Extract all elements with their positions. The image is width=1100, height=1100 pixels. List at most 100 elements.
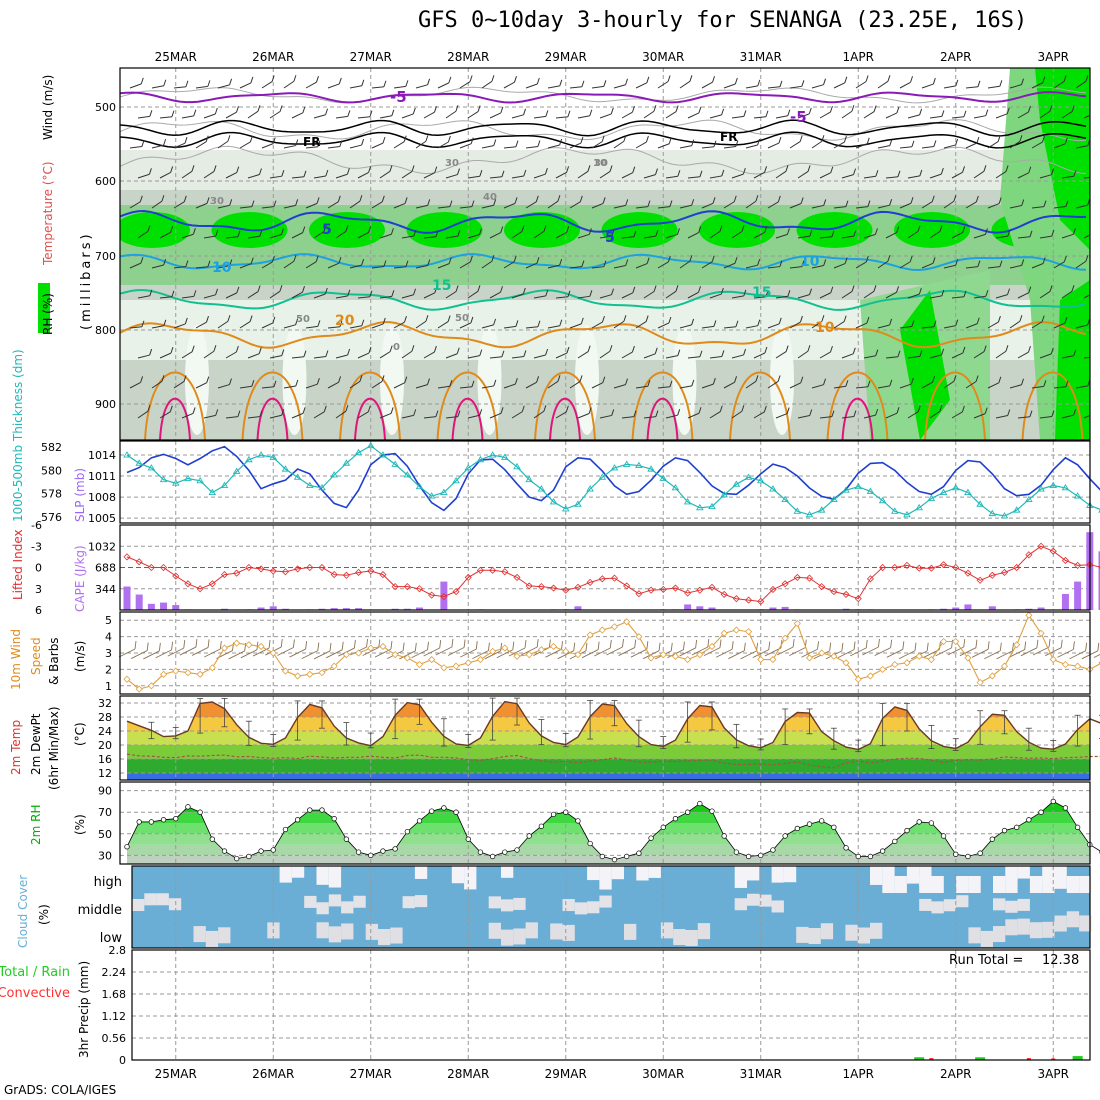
rh-blob [894, 212, 970, 248]
cloud-cell-low [660, 922, 674, 939]
wind-barb [855, 322, 868, 329]
wind10-barb [411, 649, 428, 659]
wind-barb-flag [229, 199, 233, 206]
rh2m-point [343, 836, 350, 842]
li-point [147, 563, 155, 572]
wind-barb-flag [734, 376, 738, 383]
wind-barb [723, 145, 736, 149]
li-point [367, 567, 375, 575]
wind-barb-flag [852, 347, 856, 354]
wind-barb-flag [889, 379, 893, 387]
wind-barb [841, 353, 854, 359]
wind-barb-flag [953, 195, 957, 202]
wind10-barb [801, 648, 818, 658]
wind-barb [657, 81, 669, 89]
cloud-cell-low [341, 923, 354, 940]
wind-barb-flag [171, 110, 175, 117]
wind-barb [635, 82, 648, 89]
wind-barb [327, 83, 340, 89]
wind-barb [349, 144, 362, 149]
wind-barb [907, 230, 919, 239]
wind-barb-flag [184, 137, 188, 144]
wind-barb [723, 326, 736, 329]
wind10-point [744, 628, 753, 636]
wind-barb [797, 294, 810, 299]
wind-barb [987, 85, 1000, 89]
wind-barb [687, 232, 699, 239]
wind-barb [1017, 292, 1029, 299]
wind-barb [907, 355, 920, 359]
wind10-barb-flag [451, 638, 454, 648]
wind-barb [445, 174, 458, 179]
wind-barb-flag [455, 105, 459, 112]
upper-wind-barbs [129, 75, 1090, 419]
wind10-point [635, 633, 643, 641]
rh2m-point [782, 833, 788, 839]
wind-barb-flag [609, 165, 613, 172]
wind-barb-flag [677, 409, 681, 416]
wind10-barb [325, 649, 343, 659]
rh2m-point [1074, 824, 1081, 830]
wind-barb [239, 82, 252, 89]
wind-barb [1017, 351, 1029, 359]
cape-bar [160, 602, 168, 610]
wind-barb-flag [1051, 168, 1055, 175]
wind-barb [643, 416, 656, 419]
li-point [793, 573, 801, 581]
wind-barb-flag [303, 170, 307, 177]
wind-barb-flag [447, 135, 451, 143]
li-point [208, 580, 216, 588]
wind10-barb [520, 646, 538, 656]
wind-barb [203, 170, 215, 179]
wind-barb [1061, 233, 1074, 239]
li-point [769, 585, 777, 594]
rh-contour [120, 119, 1087, 142]
rh2m-point [697, 800, 703, 807]
wind-barb-flag [491, 75, 495, 82]
wind-barb [181, 412, 194, 419]
thickness-point [488, 451, 497, 458]
wind-barb [261, 143, 274, 149]
wind-barb [665, 233, 678, 239]
precip-total-bar [975, 1057, 986, 1060]
rh2m-label: 2m RH [29, 805, 43, 846]
wind-barb-flag [544, 168, 548, 175]
wind-barb-flag [829, 105, 833, 113]
rh2m-point [599, 853, 605, 860]
wind10-barb-flag [378, 639, 381, 648]
thickness-point [781, 495, 789, 503]
wind-barb [533, 173, 546, 179]
wind-barb [569, 266, 582, 269]
wind-barb [921, 381, 933, 389]
li-point [464, 573, 472, 581]
contour-25 [729, 371, 791, 440]
li-point [330, 571, 338, 579]
wind-barb-flag [1042, 76, 1046, 83]
date-label-bottom: 28MAR [447, 1067, 489, 1081]
thickness-point [232, 467, 241, 474]
thickness-point [306, 481, 314, 488]
wind-barb [555, 171, 567, 179]
wind-barb [239, 206, 252, 209]
li-point [318, 563, 326, 572]
wind-barb [291, 112, 304, 119]
wind-barb-flag [521, 225, 525, 232]
wind-barb-flag [668, 316, 672, 324]
wind-barb-flag [941, 348, 945, 356]
li-point [1061, 556, 1070, 564]
wind-barb-flag [955, 138, 959, 146]
wind-barb [393, 141, 405, 149]
rh2m-point [587, 840, 593, 847]
wind-barb [613, 204, 626, 209]
rh2m-point [636, 850, 642, 856]
wind10-barb [1045, 647, 1062, 657]
wind-barb-flag [361, 319, 365, 326]
wind-barb-flag [338, 77, 342, 85]
wind-barb-flag [404, 376, 408, 383]
wind-barb [811, 140, 823, 149]
wind-barb [643, 110, 655, 119]
wind-barb [811, 384, 824, 389]
thickness-point [184, 474, 192, 481]
wind-barb-flag [1005, 345, 1009, 352]
wind-barb-flag [515, 140, 519, 147]
